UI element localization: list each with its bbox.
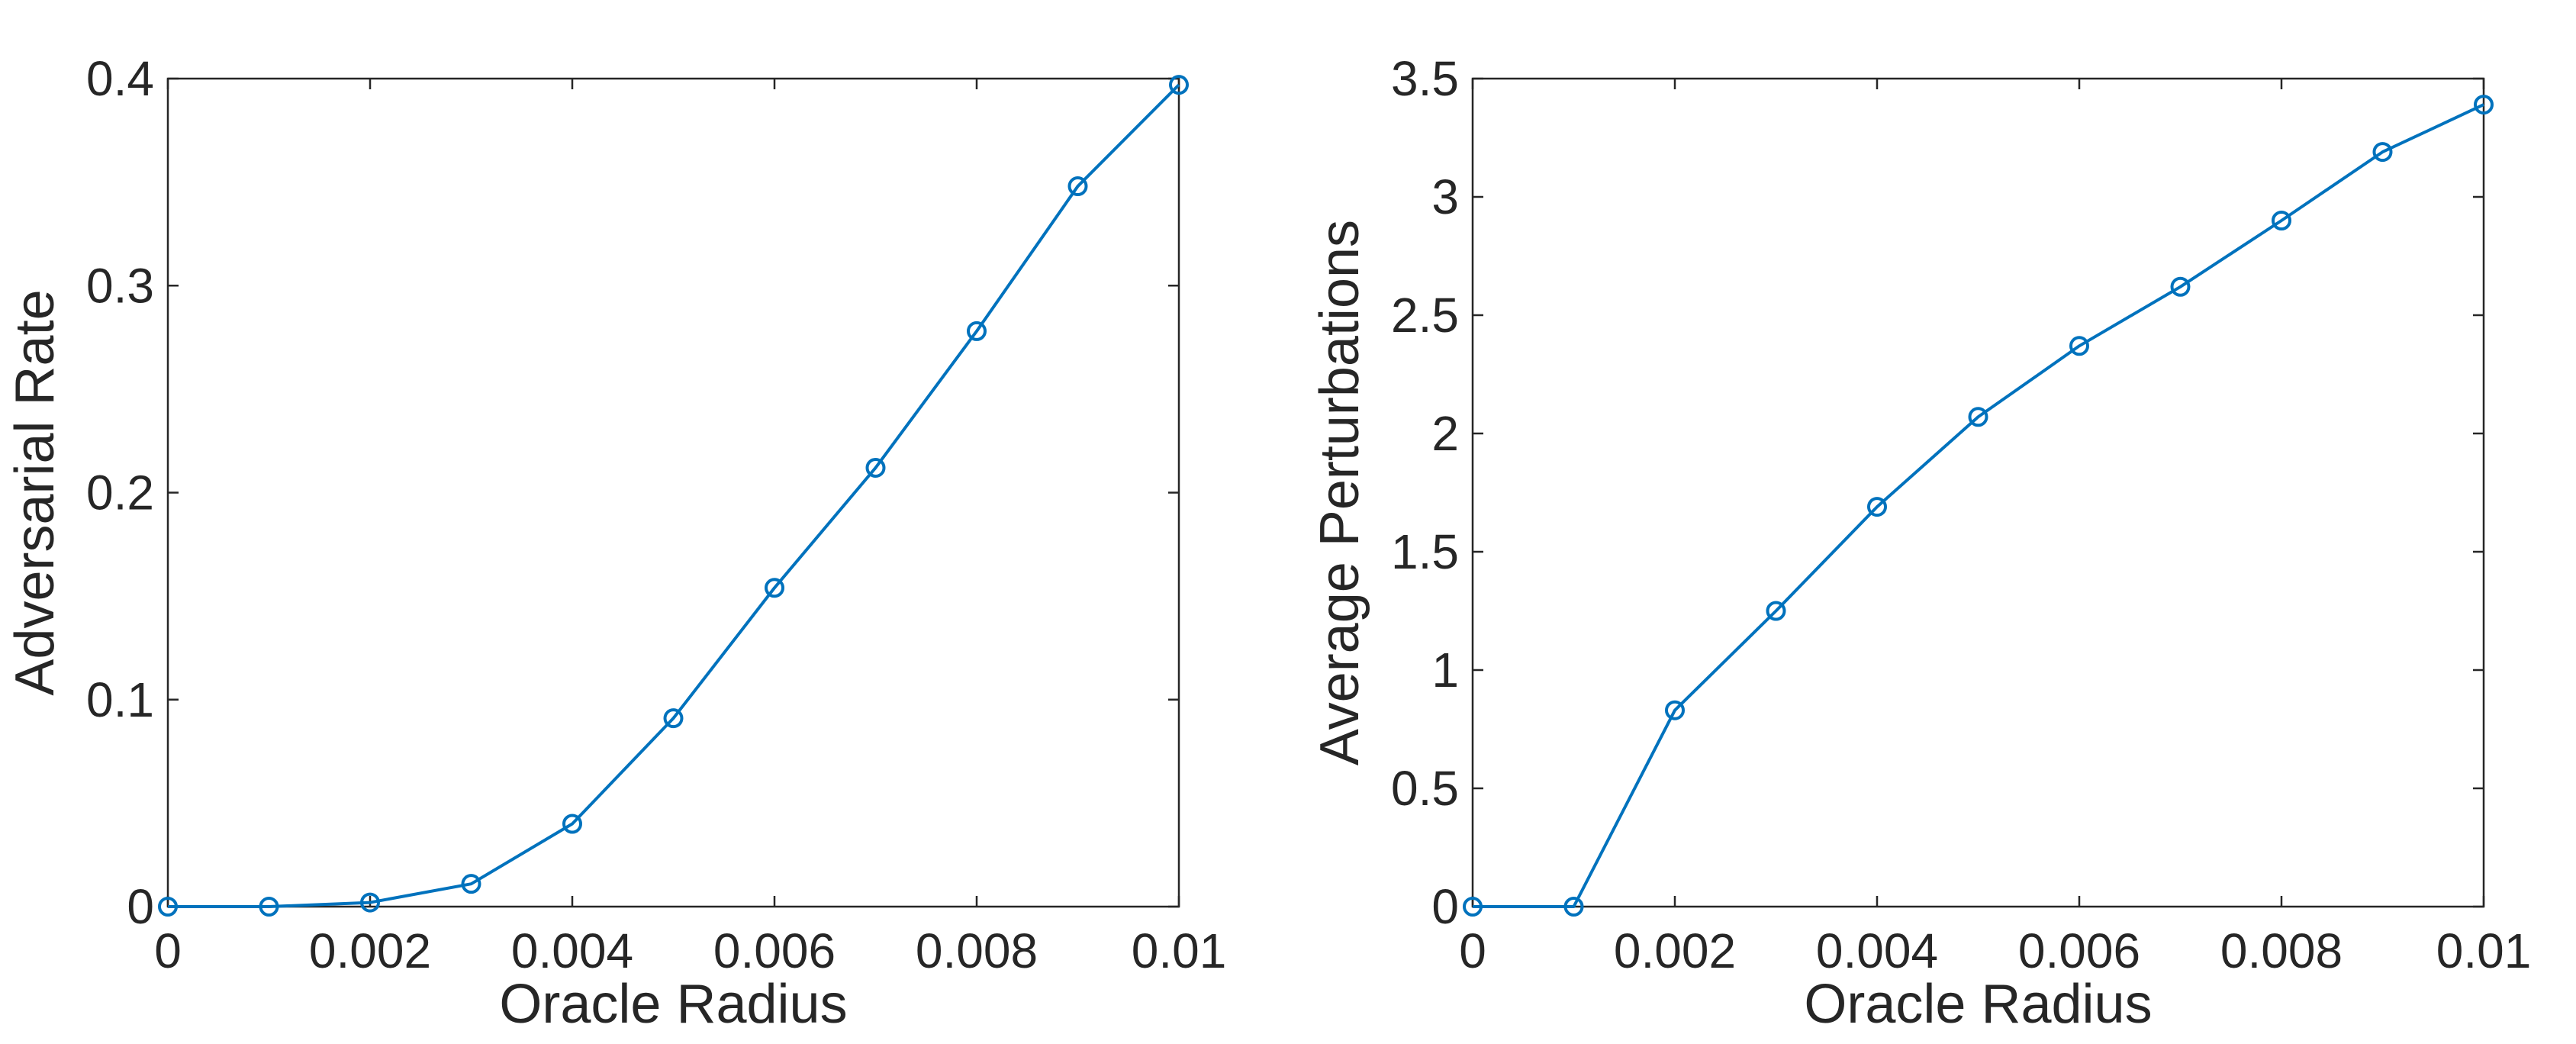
data-point [2069, 336, 2089, 356]
x-tick-label: 0 [1459, 923, 1486, 978]
y-axis-label: Average Perturbations [1309, 220, 1370, 765]
y-tick-label: 0.1 [86, 672, 154, 727]
x-tick-label: 0.008 [916, 923, 1038, 978]
x-tick-label: 0.004 [511, 923, 633, 978]
y-tick-label: 3 [1431, 169, 1459, 224]
data-point [1067, 176, 1088, 197]
y-tick-label: 0 [1431, 879, 1459, 934]
chart-average-perturbations: 0 0.002 0.004 0.006 0.008 0.01 0 0.5 1 1.5 2 2.5 3 3.… [1309, 51, 2531, 1035]
x-tick-label: 0.004 [1816, 923, 1938, 978]
y-tick-label: 2 [1431, 406, 1459, 461]
data-point [2272, 211, 2291, 230]
y-tick-label: 0.2 [86, 466, 154, 520]
data-point [1665, 700, 1685, 720]
data-point [158, 897, 178, 917]
x-tick-label: 0.002 [1614, 923, 1736, 978]
data-point [967, 321, 987, 341]
data-point [2372, 142, 2393, 163]
series-line [168, 83, 1180, 908]
data-point [1563, 897, 1584, 917]
data-point [1867, 497, 1887, 517]
x-axis-label: Oracle Radius [499, 974, 847, 1035]
data-point [360, 892, 380, 913]
x-tick-label: 0.008 [2220, 923, 2343, 978]
data-point [1169, 75, 1189, 95]
series-line [1473, 103, 2484, 908]
x-tick-label: 0.006 [2018, 923, 2140, 978]
y-tick-label: 0.4 [86, 51, 154, 106]
data-point [2170, 276, 2191, 297]
x-tick-label: 0 [154, 923, 182, 978]
data-point [1463, 897, 1483, 917]
x-tick-label: 0.01 [1132, 923, 1227, 978]
y-tick-label: 0 [127, 879, 154, 934]
y-tick-label: 1 [1431, 643, 1459, 698]
chart-adversarial-rate: 0 0.002 0.004 0.006 0.008 0.01 0 0.1 0.2 0.3 0.4 Or… [5, 51, 1226, 1035]
data-point [259, 897, 279, 917]
y-tick-label: 0.5 [1391, 761, 1459, 816]
data-point [2474, 95, 2494, 115]
data-point [1766, 601, 1786, 621]
y-tick-label: 2.5 [1391, 288, 1459, 343]
x-tick-label: 0.002 [309, 923, 431, 978]
y-tick-label: 3.5 [1391, 51, 1459, 106]
y-tick-label: 0.3 [86, 258, 154, 313]
data-point [865, 457, 886, 478]
data-point [1968, 407, 1988, 427]
data-point [562, 814, 582, 834]
data-point [663, 708, 684, 729]
plot-frame [1471, 77, 2485, 908]
data-point [461, 874, 481, 894]
plot-frame [166, 77, 1180, 908]
y-axis-label: Adversarial Rate [5, 289, 66, 695]
data-point [765, 578, 784, 598]
x-axis-label: Oracle Radius [1804, 974, 2152, 1035]
y-tick-label: 1.5 [1391, 524, 1459, 579]
x-tick-label: 0.006 [713, 923, 836, 978]
x-tick-label: 0.01 [2436, 923, 2532, 978]
